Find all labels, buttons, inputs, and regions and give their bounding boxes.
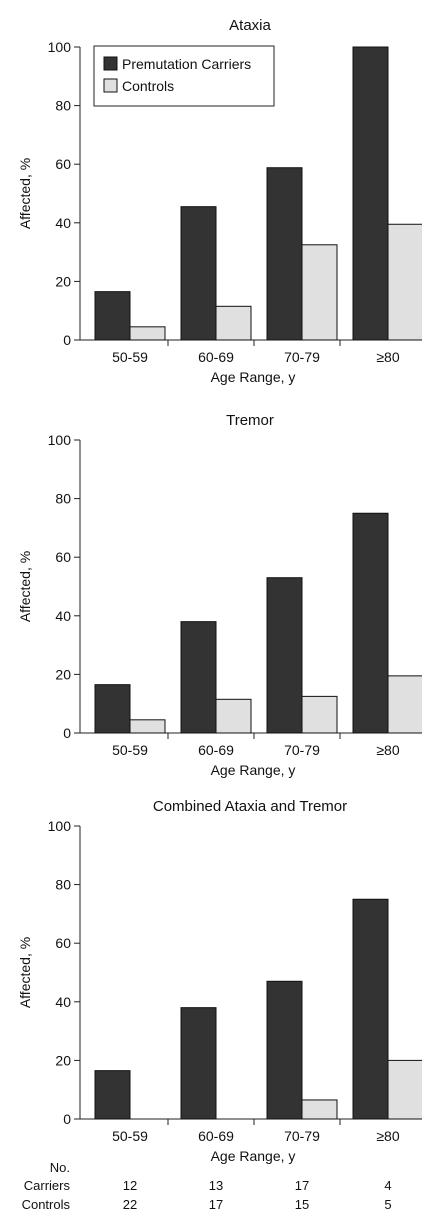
- bar-controls: [301, 695, 338, 734]
- bar-premutation-carriers: [94, 291, 131, 341]
- legend-swatch-carriers: [103, 56, 118, 71]
- legend-swatch-controls: [103, 78, 118, 93]
- y-tick-label: 40: [55, 994, 71, 1010]
- bar-premutation-carriers: [266, 980, 303, 1120]
- legend-label: Premutation Carriers: [122, 56, 251, 72]
- counts-row-label-controls: Controls: [21, 1197, 70, 1212]
- y-tick-label: 40: [55, 215, 71, 231]
- x-axis-label: Age Range, y: [211, 1148, 296, 1164]
- bar-premutation-carriers: [94, 684, 131, 734]
- counts-cell: 13: [208, 1178, 224, 1193]
- x-tick-label: 70-79: [284, 742, 320, 758]
- y-tick-label: 0: [63, 1111, 71, 1127]
- bar-controls: [129, 326, 166, 341]
- counts-cell: 15: [294, 1197, 310, 1212]
- x-axis-label: Age Range, y: [211, 369, 296, 385]
- y-tick-label: 80: [55, 98, 71, 114]
- counts-cell: 17: [208, 1197, 224, 1212]
- bar-premutation-carriers: [352, 46, 389, 341]
- counts-cell: 5: [384, 1197, 392, 1212]
- x-tick-label: 60-69: [198, 349, 234, 365]
- bar-premutation-carriers: [266, 577, 303, 734]
- bar-controls: [301, 1099, 338, 1120]
- x-tick-label: 70-79: [284, 349, 320, 365]
- bar-controls: [387, 675, 422, 734]
- x-axis-label: Age Range, y: [211, 762, 296, 778]
- y-tick-label: 20: [55, 1052, 71, 1068]
- counts-table: No. Carriers 12 13 17 4 Controls 22 17 1…: [0, 1160, 422, 1228]
- x-tick-label: ≥80: [376, 742, 399, 758]
- x-tick-label: 70-79: [284, 1128, 320, 1144]
- bar-premutation-carriers: [94, 1070, 131, 1120]
- y-tick-label: 0: [63, 332, 71, 348]
- legend-label: Controls: [122, 78, 174, 94]
- counts-cell: 4: [384, 1178, 392, 1193]
- y-tick-label: 20: [55, 666, 71, 682]
- bar-premutation-carriers: [180, 206, 217, 341]
- chart-title: Tremor: [226, 412, 274, 429]
- bar-controls: [387, 1059, 422, 1120]
- chart-title: Combined Ataxia and Tremor: [153, 798, 347, 815]
- y-tick-label: 80: [55, 877, 71, 893]
- y-tick-label: 60: [55, 549, 71, 565]
- counts-cell: 17: [294, 1178, 310, 1193]
- counts-cell: 12: [122, 1178, 138, 1193]
- y-tick-label: 40: [55, 608, 71, 624]
- x-tick-label: 50-59: [112, 742, 148, 758]
- y-tick-label: 20: [55, 273, 71, 289]
- bar-controls: [129, 719, 166, 734]
- y-tick-label: 100: [48, 818, 72, 834]
- bar-controls: [215, 698, 252, 734]
- x-tick-label: 60-69: [198, 1128, 234, 1144]
- y-axis-label: Affected, %: [17, 937, 33, 1008]
- y-tick-label: 100: [48, 39, 72, 55]
- x-tick-label: 50-59: [112, 1128, 148, 1144]
- y-axis-label: Affected, %: [17, 158, 33, 229]
- counts-cell: 22: [122, 1197, 138, 1212]
- bar-premutation-carriers: [266, 167, 303, 341]
- bar-premutation-carriers: [180, 621, 217, 734]
- x-tick-label: 60-69: [198, 742, 234, 758]
- x-tick-label: ≥80: [376, 1128, 399, 1144]
- bar-premutation-carriers: [352, 898, 389, 1120]
- y-tick-label: 80: [55, 491, 71, 507]
- counts-row-label-carriers: Carriers: [23, 1178, 70, 1193]
- y-tick-label: 0: [63, 725, 71, 741]
- y-tick-label: 60: [55, 156, 71, 172]
- chart-title: Ataxia: [229, 17, 271, 34]
- x-tick-label: ≥80: [376, 349, 399, 365]
- bar-controls: [215, 305, 252, 341]
- bar-premutation-carriers: [180, 1007, 217, 1120]
- bar-controls: [301, 244, 338, 341]
- y-tick-label: 100: [48, 432, 72, 448]
- x-tick-label: 50-59: [112, 349, 148, 365]
- legend-box: [93, 45, 275, 107]
- counts-header: No.: [49, 1160, 70, 1175]
- bar-controls: [387, 223, 422, 341]
- y-tick-label: 60: [55, 935, 71, 951]
- bar-premutation-carriers: [352, 512, 389, 734]
- y-axis-label: Affected, %: [17, 551, 33, 622]
